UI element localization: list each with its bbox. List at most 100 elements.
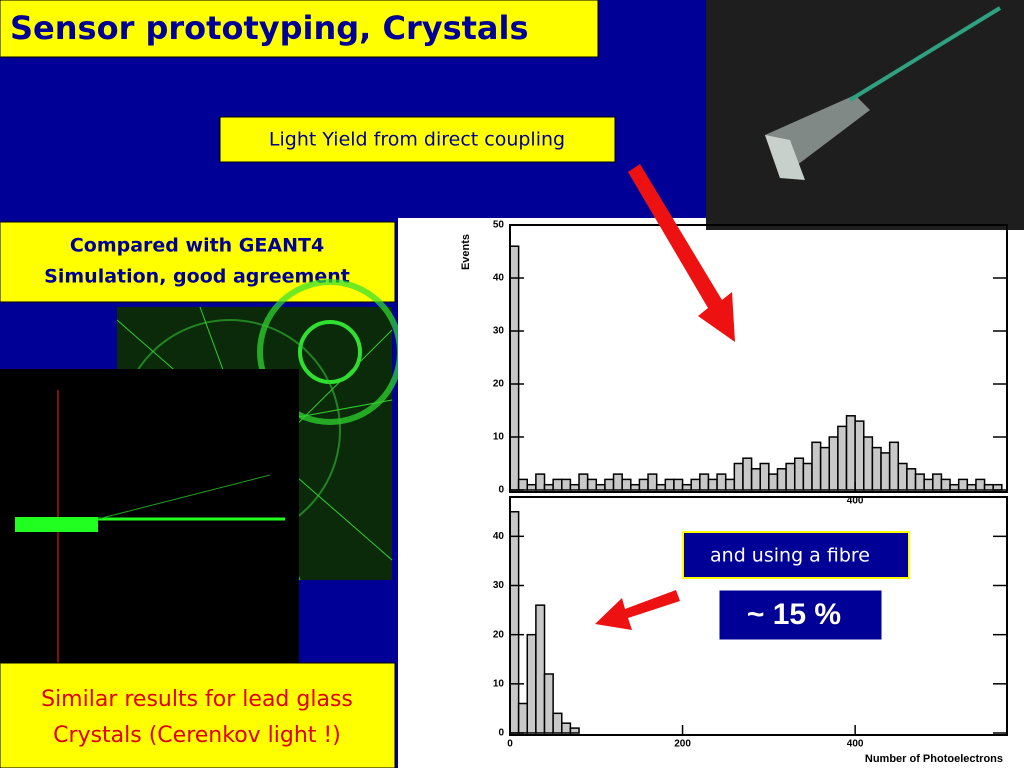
bar — [552, 478, 563, 491]
bar — [655, 483, 667, 491]
bar — [535, 473, 546, 491]
bar — [888, 441, 900, 491]
bar — [552, 712, 563, 734]
y-tick-label: 20 — [493, 379, 505, 390]
bar — [923, 478, 934, 491]
bar — [707, 478, 718, 491]
y-tick-label: 0 — [498, 728, 504, 739]
bar — [759, 462, 770, 491]
y-tick-label: 40 — [493, 273, 505, 284]
bar — [802, 462, 813, 491]
bar — [906, 468, 917, 491]
bar — [992, 483, 1003, 491]
bar — [733, 462, 744, 491]
fibre-box — [682, 531, 910, 579]
bar — [561, 722, 572, 734]
bar — [595, 483, 606, 491]
bar — [561, 478, 572, 491]
x-tick-label: 0 — [507, 739, 513, 750]
subtitle-box — [219, 116, 616, 163]
bar — [690, 478, 701, 491]
arrow — [595, 164, 735, 630]
bar — [949, 483, 960, 491]
subtitle: Light Yield from direct coupling — [269, 129, 565, 151]
y-tick-label: 40 — [493, 531, 505, 542]
x-tick-label: 400 — [847, 739, 864, 750]
bar — [837, 425, 848, 491]
bar — [750, 468, 761, 491]
bar — [535, 604, 546, 734]
bar — [854, 420, 865, 491]
bar — [819, 446, 831, 491]
bar — [716, 473, 727, 491]
bar — [526, 633, 537, 734]
bar — [517, 702, 529, 734]
bar — [957, 478, 969, 491]
bar — [742, 457, 753, 491]
y-tick-label: 30 — [493, 326, 505, 337]
bar — [975, 478, 986, 491]
x-axis-label: Number of Photoelectrons — [865, 753, 1003, 765]
bar — [569, 727, 580, 734]
plot-frame — [509, 224, 1008, 493]
bar — [871, 446, 882, 491]
bar — [724, 478, 736, 491]
title: Sensor prototyping, Crystals — [10, 9, 529, 47]
note-bottom: Similar results for lead glass — [41, 687, 353, 712]
bar — [699, 473, 710, 491]
bar — [811, 441, 822, 491]
bar — [509, 245, 520, 491]
bar — [638, 478, 649, 491]
bar — [776, 468, 787, 491]
note-top: Compared with GEANT4 — [70, 235, 324, 257]
bar — [569, 483, 580, 491]
y-tick-label: 20 — [493, 629, 505, 640]
bar — [578, 473, 589, 491]
bar — [828, 436, 839, 491]
bar — [897, 462, 908, 491]
x-tick-label: 400 — [847, 496, 864, 507]
note-top-box — [0, 221, 396, 303]
note-top: Simulation, good agreement — [44, 266, 350, 288]
bar — [509, 511, 520, 734]
bar — [647, 473, 658, 491]
track-image — [0, 369, 299, 668]
bar — [914, 473, 925, 491]
note-bottom: Crystals (Cerenkov light !) — [53, 723, 341, 748]
bar — [543, 673, 554, 734]
bar — [863, 436, 874, 491]
note-bottom-box — [0, 662, 396, 769]
y-tick-label: 50 — [493, 220, 505, 231]
bar — [630, 483, 641, 491]
bar — [664, 478, 675, 491]
bar — [932, 473, 943, 491]
y-axis-label: Events — [460, 234, 472, 270]
bar — [543, 483, 554, 491]
bar — [526, 483, 537, 491]
bar — [612, 473, 623, 491]
y-tick-label: 30 — [493, 580, 505, 591]
bar — [681, 483, 692, 491]
x-tick-label: 200 — [674, 739, 691, 750]
bar — [768, 473, 779, 491]
bar — [880, 452, 891, 491]
bar — [586, 478, 598, 491]
bar — [845, 415, 856, 491]
fibre-ratio: ~ 15 % — [747, 598, 841, 631]
bar — [621, 478, 632, 491]
ratio-box — [718, 589, 883, 641]
photo — [706, 0, 1024, 230]
bar — [983, 483, 994, 491]
bar — [940, 478, 951, 491]
y-tick-label: 10 — [493, 678, 505, 689]
bar — [793, 457, 805, 491]
bar — [673, 478, 684, 491]
bar — [785, 462, 796, 491]
bar — [517, 478, 529, 491]
y-tick-label: 0 — [498, 485, 504, 496]
fibre-label: and using a fibre — [710, 545, 870, 567]
title-box — [0, 0, 599, 58]
bar — [966, 483, 977, 491]
y-tick-label: 10 — [493, 432, 505, 443]
